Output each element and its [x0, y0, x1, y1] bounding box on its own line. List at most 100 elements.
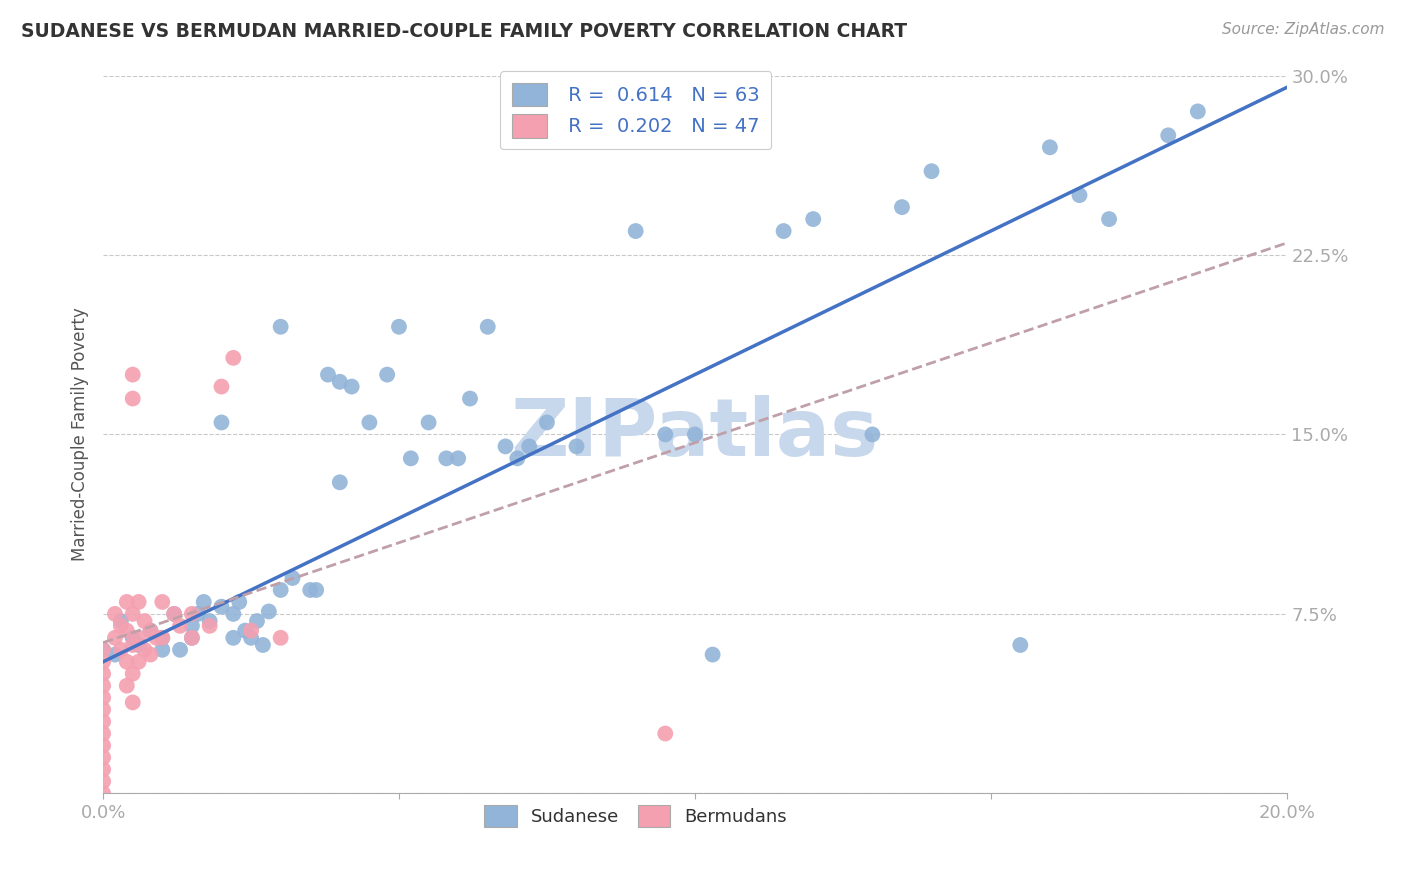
Point: [134, 614, 156, 628]
Point: [91, 655, 114, 669]
Point: [169, 642, 191, 657]
Point: [222, 607, 245, 621]
Point: [299, 582, 322, 597]
Text: ZIPatlas: ZIPatlas: [510, 395, 879, 474]
Point: [477, 319, 499, 334]
Point: [121, 607, 143, 621]
Point: [128, 595, 150, 609]
Point: [198, 619, 221, 633]
Point: [399, 451, 422, 466]
Legend: Sudanese, Bermudans: Sudanese, Bermudans: [477, 798, 794, 835]
Point: [121, 695, 143, 709]
Point: [233, 624, 256, 638]
Point: [91, 739, 114, 753]
Point: [1187, 104, 1209, 119]
Point: [104, 648, 127, 662]
Point: [447, 451, 470, 466]
Point: [139, 648, 162, 662]
Point: [150, 642, 173, 657]
Point: [222, 351, 245, 365]
Text: SUDANESE VS BERMUDAN MARRIED-COUPLE FAMILY POVERTY CORRELATION CHART: SUDANESE VS BERMUDAN MARRIED-COUPLE FAMI…: [21, 22, 907, 41]
Point: [91, 763, 114, 777]
Point: [654, 427, 676, 442]
Point: [329, 375, 352, 389]
Point: [281, 571, 304, 585]
Point: [388, 319, 411, 334]
Point: [169, 619, 191, 633]
Point: [121, 368, 143, 382]
Point: [1039, 140, 1062, 154]
Point: [187, 607, 209, 621]
Point: [150, 631, 173, 645]
Point: [1069, 188, 1091, 202]
Point: [211, 599, 233, 614]
Point: [91, 666, 114, 681]
Point: [128, 655, 150, 669]
Point: [536, 416, 558, 430]
Point: [115, 595, 138, 609]
Point: [565, 439, 588, 453]
Point: [222, 631, 245, 645]
Point: [860, 427, 883, 442]
Point: [624, 224, 647, 238]
Point: [180, 631, 202, 645]
Point: [115, 624, 138, 638]
Point: [240, 624, 263, 638]
Point: [654, 726, 676, 740]
Point: [240, 631, 263, 645]
Point: [139, 624, 162, 638]
Point: [121, 392, 143, 406]
Point: [359, 416, 381, 430]
Point: [91, 642, 114, 657]
Point: [150, 595, 173, 609]
Point: [128, 631, 150, 645]
Point: [110, 642, 132, 657]
Point: [228, 595, 250, 609]
Point: [270, 631, 292, 645]
Point: [801, 212, 824, 227]
Point: [506, 451, 529, 466]
Point: [193, 595, 215, 609]
Point: [91, 750, 114, 764]
Point: [145, 631, 167, 645]
Point: [495, 439, 517, 453]
Point: [115, 679, 138, 693]
Point: [458, 392, 481, 406]
Point: [1157, 128, 1180, 143]
Text: Source: ZipAtlas.com: Source: ZipAtlas.com: [1222, 22, 1385, 37]
Point: [134, 642, 156, 657]
Point: [91, 786, 114, 800]
Point: [211, 416, 233, 430]
Point: [180, 607, 202, 621]
Point: [702, 648, 724, 662]
Point: [180, 631, 202, 645]
Point: [316, 368, 339, 382]
Point: [121, 631, 143, 645]
Point: [198, 614, 221, 628]
Point: [91, 726, 114, 740]
Point: [246, 614, 269, 628]
Point: [91, 703, 114, 717]
Point: [91, 679, 114, 693]
Point: [305, 582, 328, 597]
Point: [110, 614, 132, 628]
Point: [115, 655, 138, 669]
Point: [91, 690, 114, 705]
Point: [434, 451, 457, 466]
Point: [110, 619, 132, 633]
Y-axis label: Married-Couple Family Poverty: Married-Couple Family Poverty: [72, 308, 89, 561]
Point: [329, 475, 352, 490]
Point: [1098, 212, 1121, 227]
Point: [104, 631, 127, 645]
Point: [128, 638, 150, 652]
Point: [121, 666, 143, 681]
Point: [163, 607, 186, 621]
Point: [1010, 638, 1032, 652]
Point: [91, 642, 114, 657]
Point: [257, 605, 280, 619]
Point: [891, 200, 914, 214]
Point: [121, 638, 143, 652]
Point: [375, 368, 398, 382]
Point: [921, 164, 943, 178]
Point: [91, 774, 114, 789]
